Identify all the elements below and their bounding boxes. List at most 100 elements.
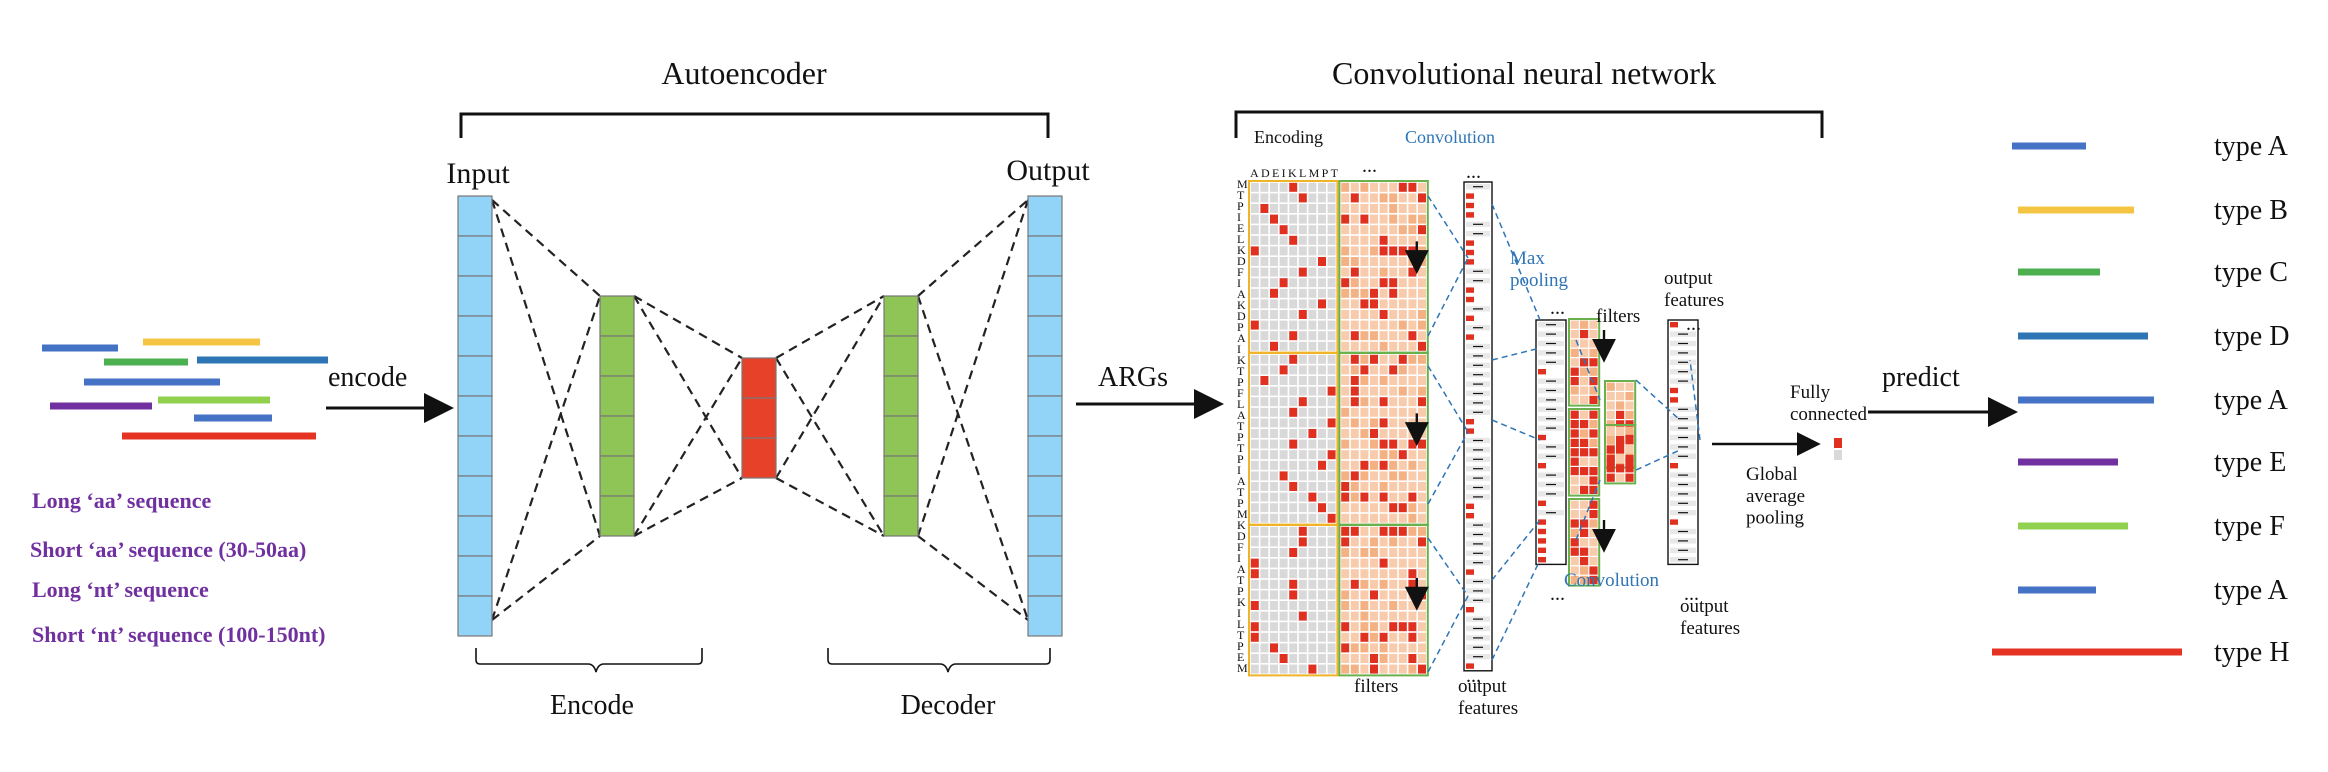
encoding-cell	[1270, 492, 1278, 502]
filter-cell	[1360, 193, 1369, 203]
sequence-letter: A	[1237, 331, 1246, 345]
encode-brace	[475, 648, 703, 673]
encoding-cell	[1308, 418, 1317, 428]
conv2-filter	[1568, 318, 1601, 407]
filter-cell	[1418, 310, 1426, 319]
filter-cell	[1350, 622, 1359, 632]
feature-cell	[1466, 503, 1474, 509]
filter-cell	[1589, 438, 1598, 447]
cnn-bracket	[1234, 110, 1824, 138]
feature-cell	[1538, 547, 1546, 553]
sequence-letter: P	[1237, 430, 1244, 444]
filter-cell	[1389, 492, 1398, 502]
filter-cell	[1625, 401, 1634, 410]
filter-cell	[1379, 537, 1388, 547]
encoding-cell	[1270, 579, 1278, 589]
encoding-cell	[1327, 450, 1336, 460]
filter-cell	[1570, 330, 1579, 339]
filter-cell	[1408, 365, 1417, 375]
filter-cell	[1408, 182, 1417, 192]
encoding-cell	[1318, 182, 1326, 192]
encoding-cell	[1270, 204, 1278, 213]
filter-cell	[1589, 485, 1598, 494]
encoding-cell	[1308, 225, 1317, 235]
filter-cell	[1625, 382, 1634, 391]
encoding-cell	[1298, 397, 1307, 407]
encoding-cell	[1279, 503, 1288, 513]
filter-cell	[1398, 257, 1407, 266]
filter-cell	[1418, 601, 1426, 610]
encoding-cell	[1327, 579, 1336, 589]
type-label: type A	[2214, 385, 2289, 416]
encoding-cell	[1308, 450, 1317, 460]
type-label: type H	[2214, 637, 2289, 668]
encoding-cell	[1327, 601, 1336, 610]
filter-cell	[1570, 386, 1579, 395]
max-pooling-output	[1535, 319, 1567, 566]
filter-cell	[1570, 348, 1579, 357]
filter-cell	[1589, 528, 1598, 537]
encoding-cell	[1260, 182, 1269, 192]
encoding-cell	[1318, 365, 1326, 375]
encoding-cell	[1289, 278, 1298, 288]
filter-cell	[1370, 397, 1378, 407]
encoding-cell	[1308, 601, 1317, 610]
sequence-letter: I	[1237, 606, 1241, 620]
encoding-cell	[1270, 482, 1278, 491]
filter-cell	[1408, 288, 1417, 298]
encoding-cell	[1250, 569, 1259, 579]
sequence-letter: L	[1237, 397, 1244, 411]
filter-cell	[1589, 420, 1598, 429]
filter-cell	[1360, 537, 1369, 547]
filter-cell	[1389, 299, 1398, 309]
filter-cell	[1341, 579, 1350, 589]
fc-label: Fully connected	[1790, 382, 1868, 425]
encoding-cell	[1308, 214, 1317, 224]
filter-cell	[1398, 193, 1407, 203]
filter-cell	[1350, 503, 1359, 513]
autoencoder-bracket	[459, 112, 1050, 138]
encoding-cell	[1318, 429, 1326, 438]
encoding-cell	[1327, 492, 1336, 502]
encoding-cell	[1289, 225, 1298, 235]
feature-cell	[1670, 397, 1678, 403]
encoding-cell	[1270, 341, 1278, 351]
feature-cell	[1466, 513, 1474, 519]
filter-cell	[1370, 407, 1378, 417]
filter-cell	[1341, 376, 1350, 385]
feature-cell	[1466, 259, 1474, 265]
encoding-cell	[1279, 558, 1288, 568]
filter-cell	[1408, 558, 1417, 568]
sequence-letter: E	[1237, 221, 1244, 235]
ellipsis: ...	[1550, 583, 1565, 605]
filter-cell	[1418, 267, 1426, 277]
encoding-cell	[1270, 288, 1278, 298]
filter-cell	[1418, 331, 1426, 341]
encoding-cell	[1318, 288, 1326, 298]
encoding-cell	[1260, 622, 1269, 632]
filter-cell	[1408, 386, 1417, 396]
filter-cell	[1580, 557, 1589, 566]
encoding-cell	[1308, 246, 1317, 256]
encoding-cell	[1250, 548, 1259, 557]
filter-cell	[1418, 590, 1426, 600]
filter-cell	[1389, 278, 1398, 288]
encoding-cell	[1270, 429, 1278, 438]
filter-cell	[1341, 601, 1350, 610]
filter-cell	[1350, 569, 1359, 579]
encoding-cell	[1250, 622, 1259, 632]
filter-cell	[1616, 473, 1625, 482]
filter-cell	[1408, 632, 1417, 642]
encoding-cell	[1289, 331, 1298, 341]
filter-cell	[1389, 288, 1398, 298]
feature-cell	[1466, 193, 1474, 199]
filter-cell	[1370, 376, 1378, 385]
filter-cell	[1398, 320, 1407, 330]
filter-cell	[1580, 476, 1589, 485]
encoding-cell	[1318, 341, 1326, 351]
feature-cell	[1466, 607, 1474, 613]
feature-cell	[1538, 557, 1546, 563]
encoding-cell	[1308, 235, 1317, 245]
neuron-cell	[883, 295, 919, 337]
filter-cell	[1570, 395, 1579, 404]
